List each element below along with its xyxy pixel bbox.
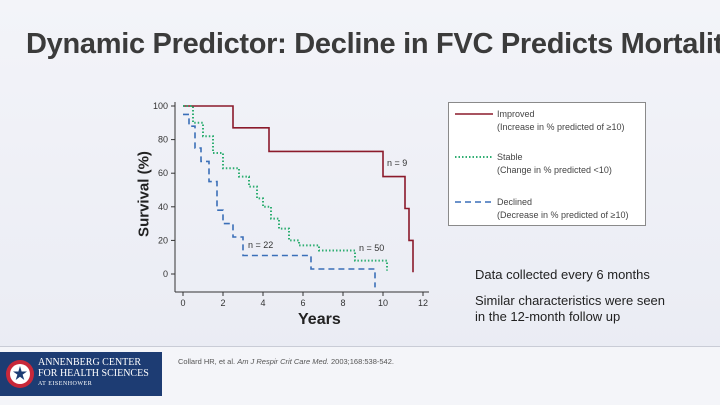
x-axis-label: Years <box>298 311 341 328</box>
legend-stable-desc: (Change in % predicted <10) <box>497 165 612 175</box>
x-tick-label: 0 <box>180 298 185 308</box>
n-label-declined: n = 22 <box>248 240 273 250</box>
note-data-collected: Data collected every 6 months <box>475 267 650 282</box>
logo-emblem-icon <box>6 360 34 388</box>
x-tick-label: 10 <box>378 298 388 308</box>
annenberg-logo: ANNENBERG CENTER FOR HEALTH SCIENCES AT … <box>0 352 162 396</box>
x-tick-label: 4 <box>260 298 265 308</box>
y-tick-label: 0 <box>163 269 168 279</box>
logo-line-1: ANNENBERG CENTER <box>38 357 142 368</box>
note-similar-1: Similar characteristics were seen <box>475 293 666 308</box>
logo-line-3: AT EISENHOWER <box>38 381 93 387</box>
series-line-declined <box>183 113 376 288</box>
legend-stable-name: Stable <box>497 152 523 162</box>
citation-journal: Am J Respir Crit Care Med. <box>237 357 329 366</box>
x-tick-label: 12 <box>418 298 428 308</box>
logo-line-2: FOR HEALTH SCIENCES <box>38 368 149 379</box>
legend-declined-desc: (Decrease in % predicted of ≥10) <box>497 210 629 220</box>
chart-series <box>183 105 414 288</box>
chart-axes <box>174 102 429 293</box>
n-label-improved: n = 9 <box>387 158 407 168</box>
x-tick-label: 8 <box>340 298 345 308</box>
legend-declined-name: Declined <box>497 197 533 207</box>
y-tick-label: 20 <box>158 235 168 245</box>
legend-swatches <box>455 113 493 203</box>
legend-improved-name: Improved <box>497 109 535 119</box>
slide-title: Dynamic Predictor: Decline in FVC Predic… <box>26 28 720 60</box>
legend-improved-desc: (Increase in % predicted of ≥10) <box>497 122 625 132</box>
citation-authors: Collard HR, et al. <box>178 357 236 366</box>
y-tick-label: 100 <box>153 101 168 111</box>
note-similar-2: in the 12-month follow up <box>475 309 621 324</box>
y-tick-label: 40 <box>158 202 168 212</box>
citation: Collard HR, et al. Am J Respir Crit Care… <box>178 357 394 366</box>
x-tick-label: 2 <box>220 298 225 308</box>
citation-details: 2003;168:538-542. <box>330 357 394 366</box>
series-line-improved <box>183 105 414 273</box>
y-axis-label: Survival (%) <box>135 151 153 237</box>
n-label-stable: n = 50 <box>359 243 384 253</box>
chart-ticks: 0 20 40 60 80 100 0 2 4 6 8 10 12 <box>153 101 428 308</box>
series-line-stable <box>183 105 388 271</box>
y-tick-label: 60 <box>158 168 168 178</box>
logo-text: ANNENBERG CENTER FOR HEALTH SCIENCES AT … <box>38 357 149 390</box>
chart-legend: Improved (Increase in % predicted of ≥10… <box>448 102 646 226</box>
x-tick-label: 6 <box>300 298 305 308</box>
y-tick-label: 80 <box>158 135 168 145</box>
